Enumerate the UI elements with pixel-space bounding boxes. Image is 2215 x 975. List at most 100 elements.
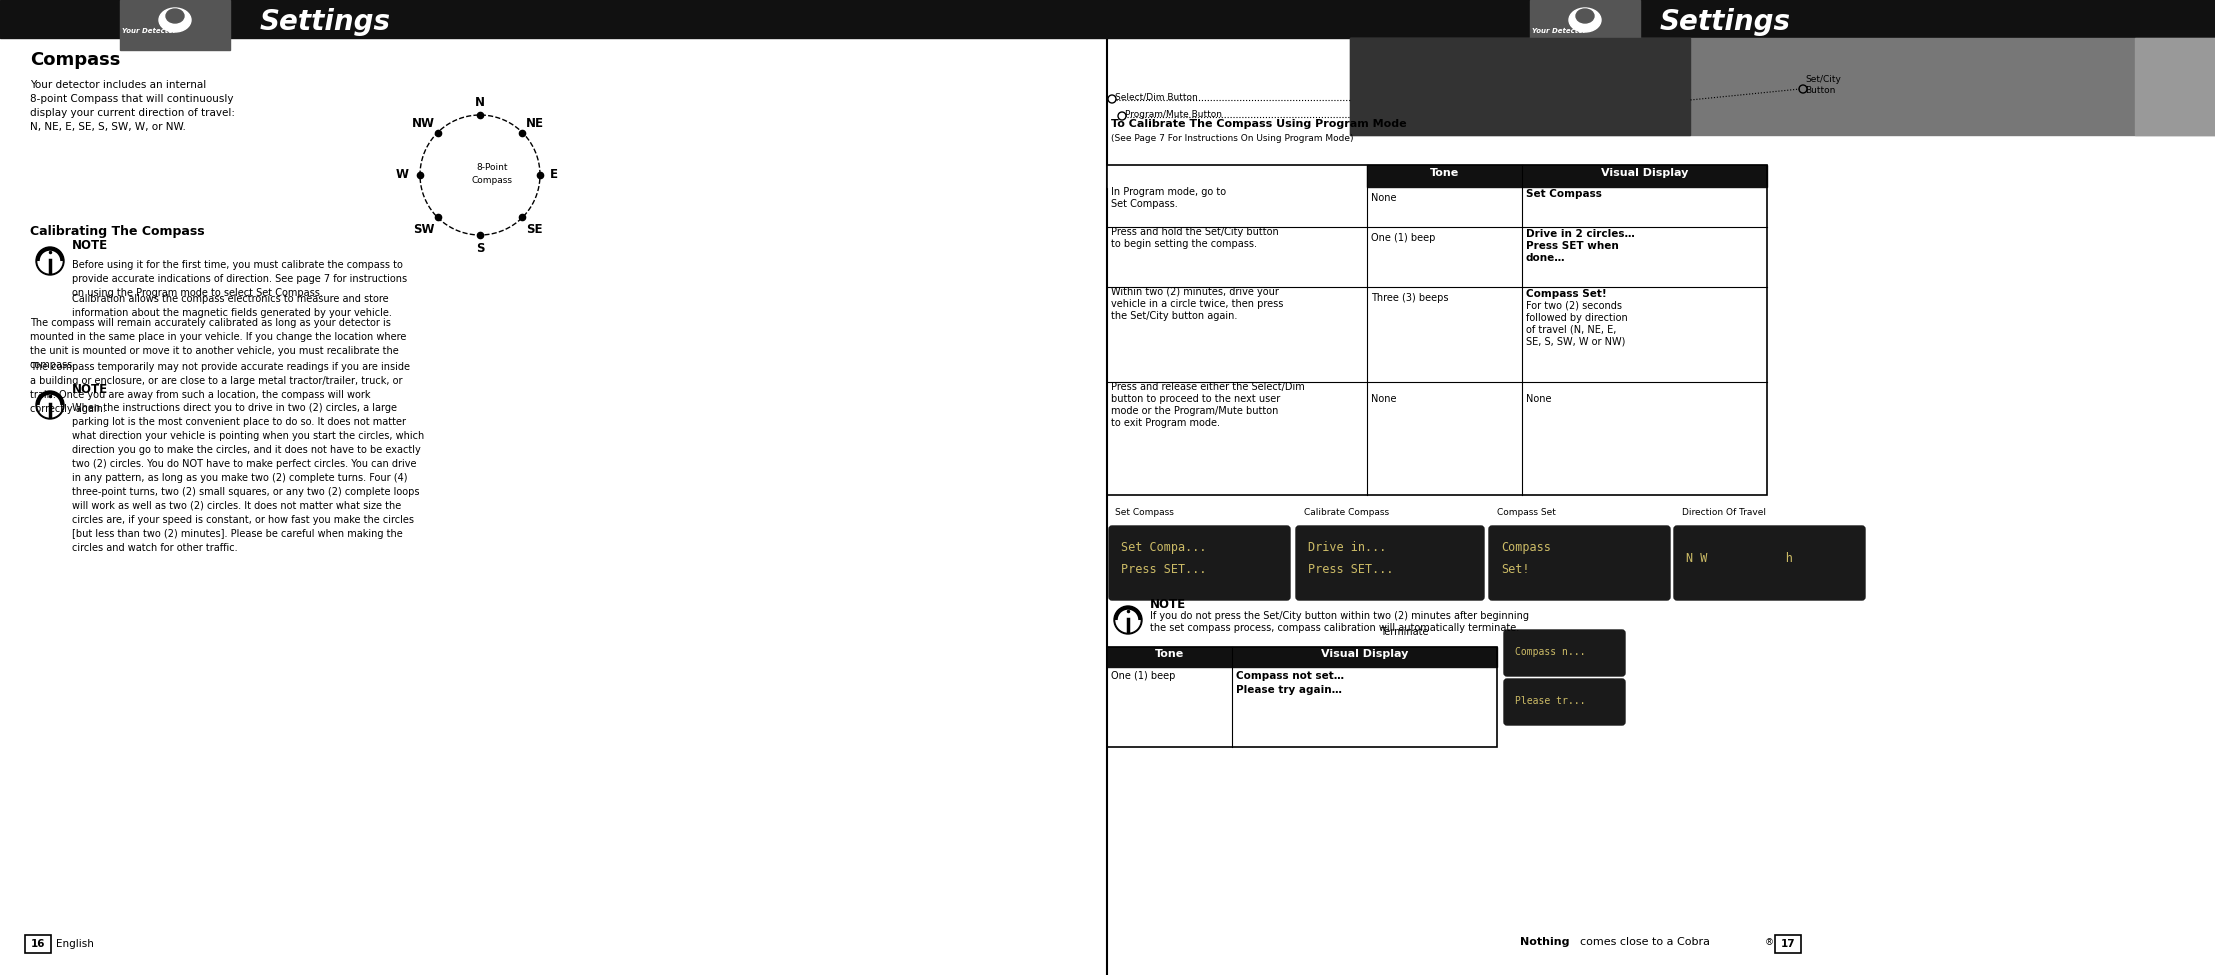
Text: Calibration allows the compass electronics to measure and store
information abou: Calibration allows the compass electroni… <box>73 294 392 318</box>
Text: Press and hold the Set/City button: Press and hold the Set/City button <box>1112 227 1278 237</box>
Text: Within two (2) minutes, drive your: Within two (2) minutes, drive your <box>1112 287 1278 297</box>
Text: S: S <box>476 243 485 255</box>
Ellipse shape <box>1568 8 1601 32</box>
Text: Set Compass.: Set Compass. <box>1112 199 1178 209</box>
Circle shape <box>1114 606 1143 634</box>
Text: Compass n...: Compass n... <box>1515 647 1586 657</box>
Text: Compass: Compass <box>1502 541 1550 554</box>
Text: Visual Display: Visual Display <box>1601 168 1688 178</box>
Text: Press and release either the Select/Dim: Press and release either the Select/Dim <box>1112 382 1305 392</box>
Text: Set Compass: Set Compass <box>1114 508 1174 517</box>
Text: Visual Display: Visual Display <box>1320 649 1409 659</box>
Text: Compass Set!: Compass Set! <box>1526 289 1606 299</box>
Bar <box>1774 935 1801 953</box>
Text: Settings: Settings <box>1659 8 1792 36</box>
Circle shape <box>38 393 62 417</box>
Text: Button: Button <box>1805 86 1836 95</box>
Text: Three (3) beeps: Three (3) beeps <box>1371 293 1449 303</box>
Text: English: English <box>55 939 93 949</box>
Text: of travel (N, NE, E,: of travel (N, NE, E, <box>1526 325 1617 335</box>
Text: Direction Of Travel: Direction Of Travel <box>1681 508 1765 517</box>
Text: NOTE: NOTE <box>73 239 109 252</box>
Ellipse shape <box>1577 9 1595 23</box>
Text: Please tr...: Please tr... <box>1515 696 1586 706</box>
Text: For two (2) seconds: For two (2) seconds <box>1526 301 1621 311</box>
Text: Before using it for the first time, you must calibrate the compass to
provide ac: Before using it for the first time, you … <box>73 260 408 298</box>
Circle shape <box>35 391 64 419</box>
Bar <box>1349 38 1690 135</box>
FancyBboxPatch shape <box>1296 526 1484 600</box>
Text: Calibrate Compass: Calibrate Compass <box>1305 508 1389 517</box>
Text: Calibrating The Compass: Calibrating The Compass <box>31 225 204 238</box>
Text: Compass not set…: Compass not set… <box>1236 671 1345 681</box>
Bar <box>24 935 51 953</box>
Circle shape <box>1116 608 1141 632</box>
Text: Select/Dim Button: Select/Dim Button <box>1114 93 1198 102</box>
Text: 17: 17 <box>1781 939 1796 949</box>
Text: Set/City: Set/City <box>1805 75 1841 84</box>
FancyBboxPatch shape <box>1488 526 1670 600</box>
Text: to exit Program mode.: to exit Program mode. <box>1112 418 1220 428</box>
Text: Terminate: Terminate <box>1380 627 1429 637</box>
Text: 8-Point: 8-Point <box>476 163 507 172</box>
Text: NE: NE <box>525 117 543 130</box>
Text: Drive in...: Drive in... <box>1309 541 1387 554</box>
Text: the set compass process, compass calibration will automatically terminate.: the set compass process, compass calibra… <box>1150 623 1519 633</box>
Text: SE: SE <box>527 223 543 236</box>
Text: Your Detector: Your Detector <box>122 28 177 34</box>
Ellipse shape <box>166 9 184 23</box>
Text: Program/Mute Button: Program/Mute Button <box>1125 110 1223 119</box>
Text: Your detector includes an internal
8-point Compass that will continuously
displa: Your detector includes an internal 8-poi… <box>31 80 235 132</box>
Text: Set!: Set! <box>1502 563 1531 576</box>
Bar <box>120 0 230 50</box>
FancyBboxPatch shape <box>1504 679 1626 725</box>
Text: N: N <box>474 97 485 109</box>
Text: ®: ® <box>1765 938 1774 947</box>
Text: Set Compa...: Set Compa... <box>1121 541 1207 554</box>
Text: comes close to a Cobra: comes close to a Cobra <box>1579 937 1710 947</box>
Text: Compass Set: Compass Set <box>1497 508 1555 517</box>
Text: button to proceed to the next user: button to proceed to the next user <box>1112 394 1280 404</box>
Text: (See Page 7 For Instructions On Using Program Mode): (See Page 7 For Instructions On Using Pr… <box>1112 134 1353 143</box>
Bar <box>1522 165 1768 187</box>
FancyBboxPatch shape <box>1110 526 1289 600</box>
Text: One (1) beep: One (1) beep <box>1371 233 1435 243</box>
Text: Compass: Compass <box>472 176 512 185</box>
Bar <box>0 0 1108 38</box>
Text: Please try again…: Please try again… <box>1236 685 1342 695</box>
Text: the Set/City button again.: the Set/City button again. <box>1112 311 1238 321</box>
Text: to begin setting the compass.: to begin setting the compass. <box>1112 239 1256 249</box>
Text: E: E <box>549 169 558 181</box>
Text: Tone: Tone <box>1431 168 1460 178</box>
Ellipse shape <box>159 8 190 32</box>
Text: vehicle in a circle twice, then press: vehicle in a circle twice, then press <box>1112 299 1282 309</box>
Bar <box>1108 647 1497 747</box>
Text: Your Detector: Your Detector <box>1533 28 1586 34</box>
Bar <box>1232 647 1497 667</box>
Text: The compass temporarily may not provide accurate readings if you are inside
a bu: The compass temporarily may not provide … <box>31 362 410 414</box>
Text: The compass will remain accurately calibrated as long as your detector is
mounte: The compass will remain accurately calib… <box>31 318 405 370</box>
Text: In Program mode, go to: In Program mode, go to <box>1112 187 1227 197</box>
Text: done…: done… <box>1526 253 1566 263</box>
Text: NW: NW <box>412 117 434 130</box>
Bar <box>1531 0 1639 50</box>
Text: Tone: Tone <box>1154 649 1185 659</box>
Text: NOTE: NOTE <box>73 383 109 396</box>
Text: W: W <box>396 169 408 181</box>
Text: None: None <box>1371 394 1395 404</box>
Text: Compass: Compass <box>31 51 120 69</box>
Text: Settings: Settings <box>259 8 392 36</box>
Text: SE, S, SW, W or NW): SE, S, SW, W or NW) <box>1526 337 1626 347</box>
Text: Press SET...: Press SET... <box>1121 563 1207 576</box>
Text: Press SET...: Press SET... <box>1309 563 1393 576</box>
Text: NOTE: NOTE <box>1150 598 1185 611</box>
Text: Drive in 2 circles…: Drive in 2 circles… <box>1526 229 1635 239</box>
Text: If you do not press the Set/City button within two (2) minutes after beginning: If you do not press the Set/City button … <box>1150 611 1528 621</box>
Circle shape <box>35 247 64 275</box>
Text: None: None <box>1371 193 1395 203</box>
Text: Press SET when: Press SET when <box>1526 241 1619 251</box>
Bar <box>1108 165 1768 495</box>
Text: Nothing: Nothing <box>1519 937 1570 947</box>
FancyBboxPatch shape <box>1675 526 1865 600</box>
Bar <box>1108 0 2215 38</box>
